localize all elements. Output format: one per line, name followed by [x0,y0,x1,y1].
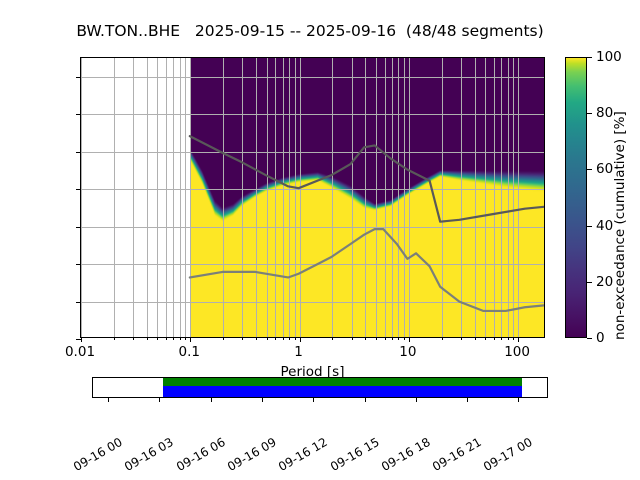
timeline-tick [159,398,161,402]
x-tick-minor [157,337,159,340]
x-tick-label: 0.01 [64,344,96,360]
x-tick-minor [185,337,187,340]
x-tick-label: 0.1 [178,344,201,360]
timeline-tick [518,398,520,402]
timeline-tick [467,398,469,402]
x-tick-minor [493,337,495,340]
x-tick-minor [375,337,377,340]
timeline-tick [261,398,263,402]
x-tick-minor [242,337,244,340]
x-tick-minor [113,337,115,340]
x-tick-minor [275,337,277,340]
colorbar-tick [587,225,592,227]
x-tick-minor [460,337,462,340]
x-tick-minor [173,337,175,340]
x-tick-minor [256,337,258,340]
timeline-tick [210,398,212,402]
colorbar-tick-label: 20 [596,273,614,290]
colorbar-tick [587,338,592,339]
x-tick-minor [474,337,476,340]
x-tick-minor [133,337,135,340]
y-tick [76,189,81,191]
x-tick-minor [485,337,487,340]
x-tick-major [518,337,520,342]
x-tick-minor [282,337,284,340]
timeline-ticklabels: 09-16 00 09-16 03 09-16 06 09-16 09 09-16 12… [71,403,548,474]
nhnm-line [188,135,544,223]
colorbar-tick [587,169,592,171]
colorbar-tick-label: 80 [596,105,614,122]
x-tick-minor [351,337,353,340]
x-tick-minor [365,337,367,340]
timeline-tick-label: 09-16 15 [327,434,382,475]
x-tick-label: 10 [399,344,417,360]
coverage-timeline[interactable] [92,377,548,398]
x-tick-minor [441,337,443,340]
timeline-coverage-bar [163,386,523,397]
plot-gridlines [81,58,544,337]
colorbar-tick-label: 40 [596,217,614,234]
x-tick-minor [391,337,393,340]
x-tick-minor [266,337,268,340]
x-tick-label: 1 [294,344,303,360]
x-tick-label: 100 [504,344,530,360]
y-tick [76,301,81,303]
x-axis-ticklabels: 0.01 0.1 1 10 100 [65,344,545,364]
y-tick [76,151,81,153]
timeline-tick-label: 09-16 21 [430,434,484,475]
x-tick-minor [179,337,181,340]
timeline-tick-label: 09-16 03 [122,434,177,475]
timeline-tick-label: 09-16 09 [224,434,279,475]
timeline-tick [313,398,315,402]
x-tick-major [299,337,301,342]
x-tick-minor [166,337,168,340]
x-tick-minor [146,337,148,340]
x-tick-minor [294,337,296,340]
x-tick-minor [501,337,503,340]
x-tick-minor [507,337,509,340]
colorbar[interactable] [565,57,587,338]
y-tick [76,264,81,266]
x-tick-minor [288,337,290,340]
y-tick [76,339,81,340]
timeline-tick-label: 09-17 00 [481,434,536,475]
timeline-tick [108,398,109,402]
timeline-tick [364,398,366,402]
colorbar-tick [587,281,592,283]
y-tick [76,114,81,116]
y-tick [76,226,81,228]
colorbar-tick-label: 100 [596,49,622,65]
colorbar-tick [587,57,592,58]
x-tick-minor [223,337,225,340]
colorbar-tick-label: 0 [596,330,605,346]
colorbar-tick [587,113,592,115]
colorbar-title: non-exceedance (cumulative) [%] [612,111,628,340]
x-tick-minor [513,337,515,340]
timeline-tick [415,398,417,402]
timeline-tick-label: 09-16 00 [71,434,125,475]
x-tick-minor [398,337,400,340]
noise-model-lines [188,135,544,313]
colorbar-tick-label: 60 [596,161,614,178]
ppsd-plot-area[interactable] [76,57,545,342]
x-tick-major [408,337,410,342]
x-tick-major [81,337,82,342]
x-tick-minor [403,337,405,340]
timeline-tick-label: 09-16 18 [378,434,433,475]
timeline-tick-label: 09-16 06 [173,434,228,475]
x-tick-minor [384,337,386,340]
nlnm-line [188,228,544,313]
timeline-data-bar [163,378,523,386]
y-tick [76,76,81,78]
page-title: BW.TON..BHE 2025-09-15 -- 2025-09-16 (48… [76,22,544,40]
x-tick-minor [332,337,334,340]
x-axis-title: Period [s] [280,364,345,380]
x-tick-major [190,337,192,342]
timeline-tick-label: 09-16 12 [276,434,330,475]
